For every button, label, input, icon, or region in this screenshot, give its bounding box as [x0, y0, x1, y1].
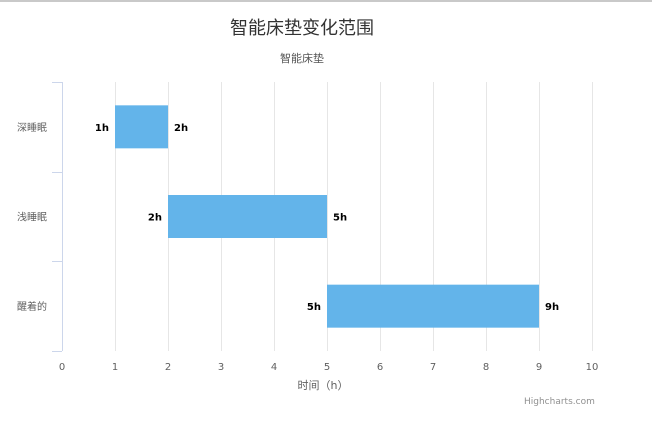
data-label-high: 5h [333, 213, 347, 224]
data-label-low: 1h [95, 123, 109, 134]
x-tick-label: 0 [59, 362, 65, 373]
x-tick-label: 3 [218, 362, 224, 373]
x-tick-label: 1 [112, 362, 118, 373]
category-label: 深睡眠 [17, 121, 47, 134]
x-tick-label: 5 [324, 362, 330, 373]
range-bar [327, 284, 539, 328]
data-label-low: 2h [148, 213, 162, 224]
x-tick-label: 6 [377, 362, 383, 373]
range-bar [115, 105, 168, 149]
category-label: 醒着的 [17, 300, 47, 313]
x-tick-label: 4 [271, 362, 277, 373]
data-label-high: 2h [174, 123, 188, 134]
x-axis-title: 时间（h） [298, 379, 349, 392]
data-label-high: 9h [545, 302, 559, 313]
top-border [0, 0, 652, 2]
x-tick-label: 9 [536, 362, 542, 373]
data-label-low: 5h [307, 302, 321, 313]
range-bar [168, 195, 327, 238]
x-tick-label: 7 [430, 362, 436, 373]
x-tick-label: 10 [586, 362, 599, 373]
chart-title: 智能床垫变化范围 [230, 18, 374, 39]
x-tick-label: 2 [165, 362, 171, 373]
x-tick-label: 8 [483, 362, 489, 373]
chart-subtitle: 智能床垫 [280, 52, 324, 65]
category-label: 浅睡眠 [17, 211, 47, 224]
credits-link[interactable]: Highcharts.com [524, 397, 595, 407]
